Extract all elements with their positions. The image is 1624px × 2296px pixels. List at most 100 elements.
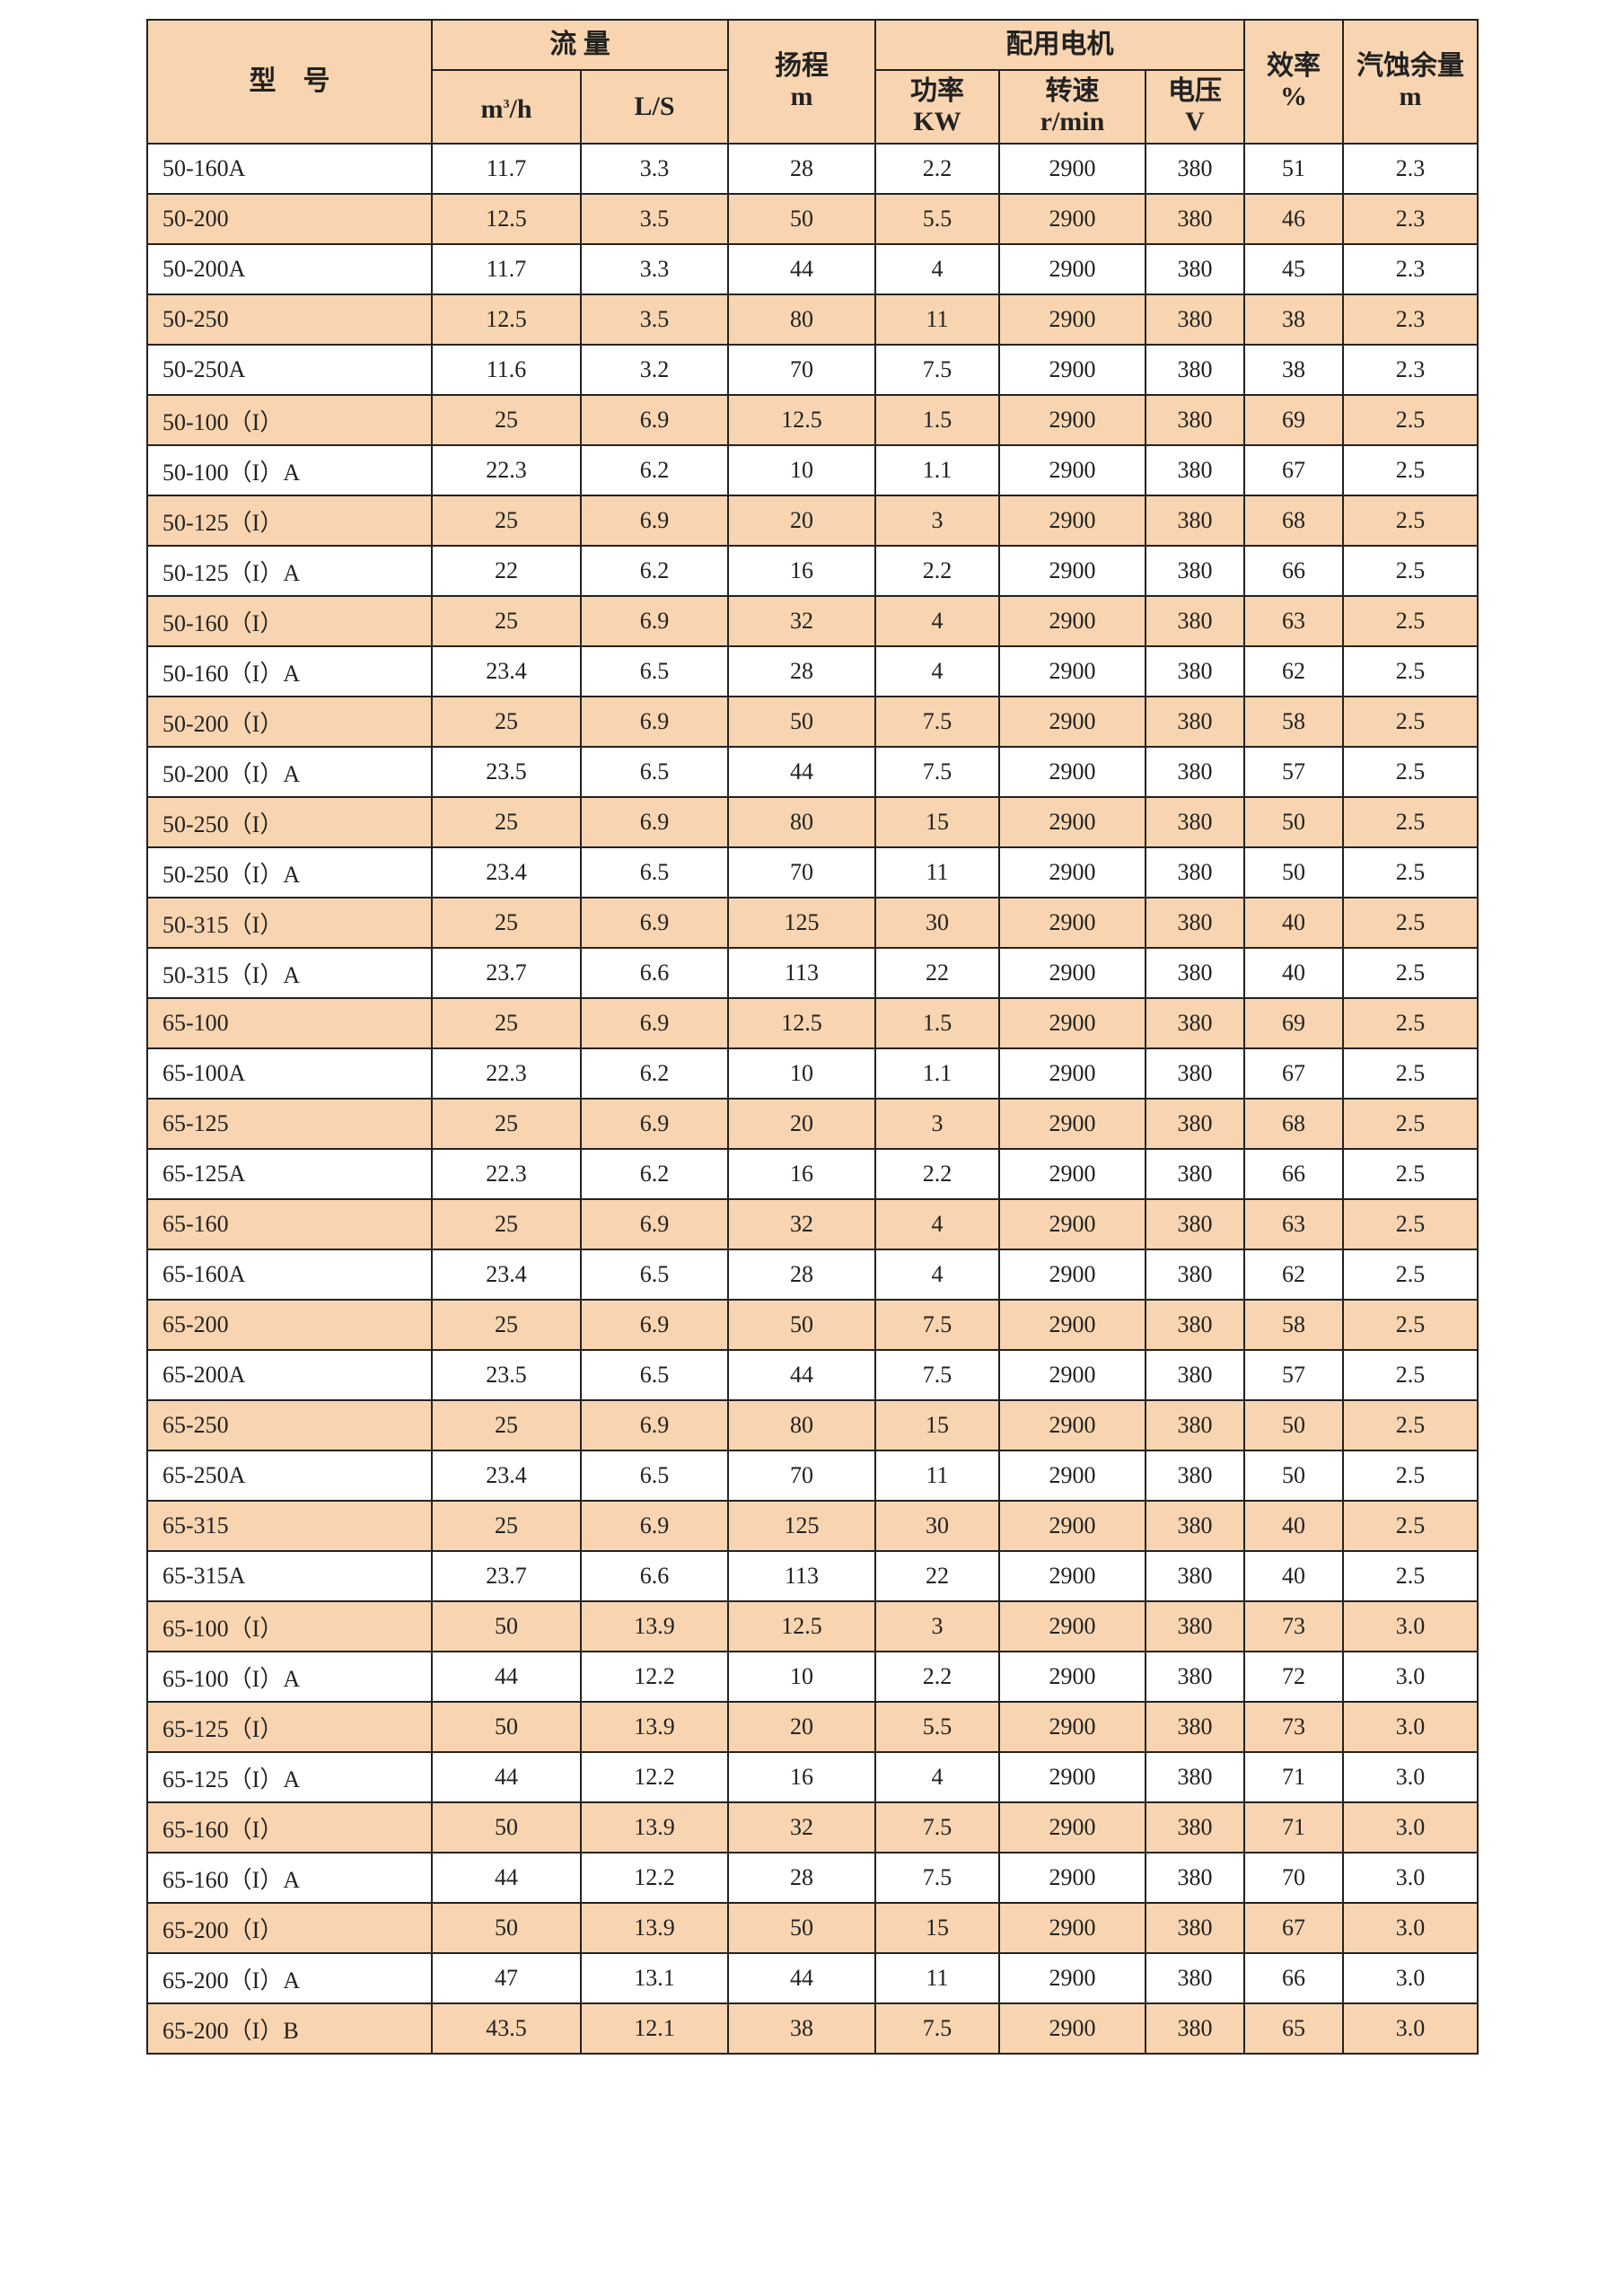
table-cell: 32 xyxy=(727,1198,876,1250)
table-cell: 2900 xyxy=(998,595,1146,647)
table-cell: 2900 xyxy=(998,1801,1146,1853)
table-cell: 380 xyxy=(1144,444,1246,496)
table-cell: 57 xyxy=(1243,746,1345,798)
table-cell: 71 xyxy=(1243,1751,1345,1803)
table-cell: 66 xyxy=(1243,1952,1345,2004)
table-cell: 4 xyxy=(874,645,1000,697)
table-cell: 28 xyxy=(727,1249,876,1301)
table-cell: 50 xyxy=(1243,1450,1345,1502)
table-row: 50-200A 11.7 3.3 44 4 2900 380 45 2.3 xyxy=(146,243,1479,295)
table-cell: 2900 xyxy=(998,143,1146,195)
table-cell: 80 xyxy=(727,796,876,848)
table-cell: 6.6 xyxy=(580,1550,729,1602)
table-cell: 3 xyxy=(874,1600,1000,1652)
table-cell: 25 xyxy=(431,1198,582,1250)
header-efficiency: 效率% xyxy=(1243,19,1345,145)
table-cell: 380 xyxy=(1144,1852,1246,1904)
table-row: 50-160A 11.7 3.3 28 2.2 2900 380 51 2.3 xyxy=(146,143,1479,195)
table-cell: 2900 xyxy=(998,2002,1146,2055)
table-cell: 20 xyxy=(727,1701,876,1753)
table-cell: 23.5 xyxy=(431,746,582,798)
table-cell: 50 xyxy=(727,696,876,748)
cell-model: 65-100（I）A xyxy=(146,1651,433,1703)
table-cell: 2.5 xyxy=(1342,1450,1479,1502)
table-cell: 4 xyxy=(874,243,1000,295)
cell-model: 65-100 xyxy=(146,997,433,1049)
table-row: 50-200（I）A 23.5 6.5 44 7.5 2900 380 57 2.5 xyxy=(146,746,1479,798)
table-cell: 6.9 xyxy=(580,1399,729,1451)
table-cell: 380 xyxy=(1144,1751,1246,1803)
cell-model: 50-250（I） xyxy=(146,796,433,848)
table-row: 50-100（I）A 22.3 6.2 10 1.1 2900 380 67 2.5 xyxy=(146,444,1479,496)
table-cell: 25 xyxy=(431,997,582,1049)
table-cell: 6.9 xyxy=(580,1500,729,1552)
table-cell: 10 xyxy=(727,444,876,496)
table-cell: 2900 xyxy=(998,1651,1146,1703)
table-cell: 2.5 xyxy=(1342,394,1479,446)
table-cell: 3.5 xyxy=(580,193,729,245)
table-cell: 2.5 xyxy=(1342,1299,1479,1351)
table-row: 65-160（I） 50 13.9 32 7.5 2900 380 71 3.0 xyxy=(146,1801,1479,1853)
table-cell: 12.1 xyxy=(580,2002,729,2055)
table-row: 65-315A 23.7 6.6 113 22 2900 380 40 2.5 xyxy=(146,1550,1479,1602)
table-cell: 1.5 xyxy=(874,394,1000,446)
table-cell: 15 xyxy=(874,1399,1000,1451)
table-cell: 13.9 xyxy=(580,1701,729,1753)
cell-model: 65-200A xyxy=(146,1349,433,1401)
table-cell: 58 xyxy=(1243,1299,1345,1351)
table-cell: 3.0 xyxy=(1342,1651,1479,1703)
cell-model: 65-200（I） xyxy=(146,1902,433,1954)
table-cell: 2900 xyxy=(998,193,1146,245)
table-cell: 40 xyxy=(1243,1500,1345,1552)
cell-model: 50-200（I） xyxy=(146,696,433,748)
table-cell: 62 xyxy=(1243,1249,1345,1301)
cell-model: 50-100（I）A xyxy=(146,444,433,496)
table-cell: 2.5 xyxy=(1342,1550,1479,1602)
table-cell: 11.7 xyxy=(431,143,582,195)
table-cell: 6.2 xyxy=(580,545,729,597)
table-cell: 3.0 xyxy=(1342,1751,1479,1803)
table-cell: 15 xyxy=(874,796,1000,848)
table-cell: 2.5 xyxy=(1342,947,1479,999)
table-cell: 113 xyxy=(727,947,876,999)
table-cell: 40 xyxy=(1243,1550,1345,1602)
table-cell: 2900 xyxy=(998,243,1146,295)
table-cell: 2.3 xyxy=(1342,243,1479,295)
table-cell: 13.9 xyxy=(580,1902,729,1954)
table-cell: 380 xyxy=(1144,696,1246,748)
table-cell: 5.5 xyxy=(874,1701,1000,1753)
table-cell: 40 xyxy=(1243,897,1345,949)
table-row: 65-100（I）A 44 12.2 10 2.2 2900 380 72 3.0 xyxy=(146,1651,1479,1703)
cell-model: 50-200 xyxy=(146,193,433,245)
table-row: 50-125（I） 25 6.9 20 3 2900 380 68 2.5 xyxy=(146,495,1479,547)
table-cell: 3.0 xyxy=(1342,1600,1479,1652)
table-cell: 380 xyxy=(1144,243,1246,295)
table-cell: 2.5 xyxy=(1342,997,1479,1049)
table-row: 65-160 25 6.9 32 4 2900 380 63 2.5 xyxy=(146,1198,1479,1250)
table-cell: 380 xyxy=(1144,2002,1246,2055)
table-cell: 6.9 xyxy=(580,394,729,446)
cell-model: 50-200A xyxy=(146,243,433,295)
table-row: 50-160（I）A 23.4 6.5 28 4 2900 380 62 2.5 xyxy=(146,645,1479,697)
table-cell: 73 xyxy=(1243,1701,1345,1753)
table-cell: 72 xyxy=(1243,1651,1345,1703)
table-cell: 5.5 xyxy=(874,193,1000,245)
table-cell: 25 xyxy=(431,696,582,748)
table-cell: 38 xyxy=(1243,344,1345,396)
table-row: 65-200（I）A 47 13.1 44 11 2900 380 66 3.0 xyxy=(146,1952,1479,2004)
cell-model: 65-100（I） xyxy=(146,1600,433,1652)
cell-model: 50-160（I） xyxy=(146,595,433,647)
table-row: 65-315 25 6.9 125 30 2900 380 40 2.5 xyxy=(146,1500,1479,1552)
table-cell: 30 xyxy=(874,1500,1000,1552)
header-flow: 流 量 xyxy=(431,19,729,71)
table-cell: 68 xyxy=(1243,1098,1345,1150)
table-cell: 4 xyxy=(874,595,1000,647)
cell-model: 65-250A xyxy=(146,1450,433,1502)
table-cell: 22.3 xyxy=(431,1047,582,1100)
table-cell: 2.5 xyxy=(1342,1047,1479,1100)
table-cell: 12.5 xyxy=(431,193,582,245)
table-cell: 44 xyxy=(431,1751,582,1803)
table-cell: 22 xyxy=(431,545,582,597)
table-cell: 380 xyxy=(1144,344,1246,396)
table-cell: 113 xyxy=(727,1550,876,1602)
